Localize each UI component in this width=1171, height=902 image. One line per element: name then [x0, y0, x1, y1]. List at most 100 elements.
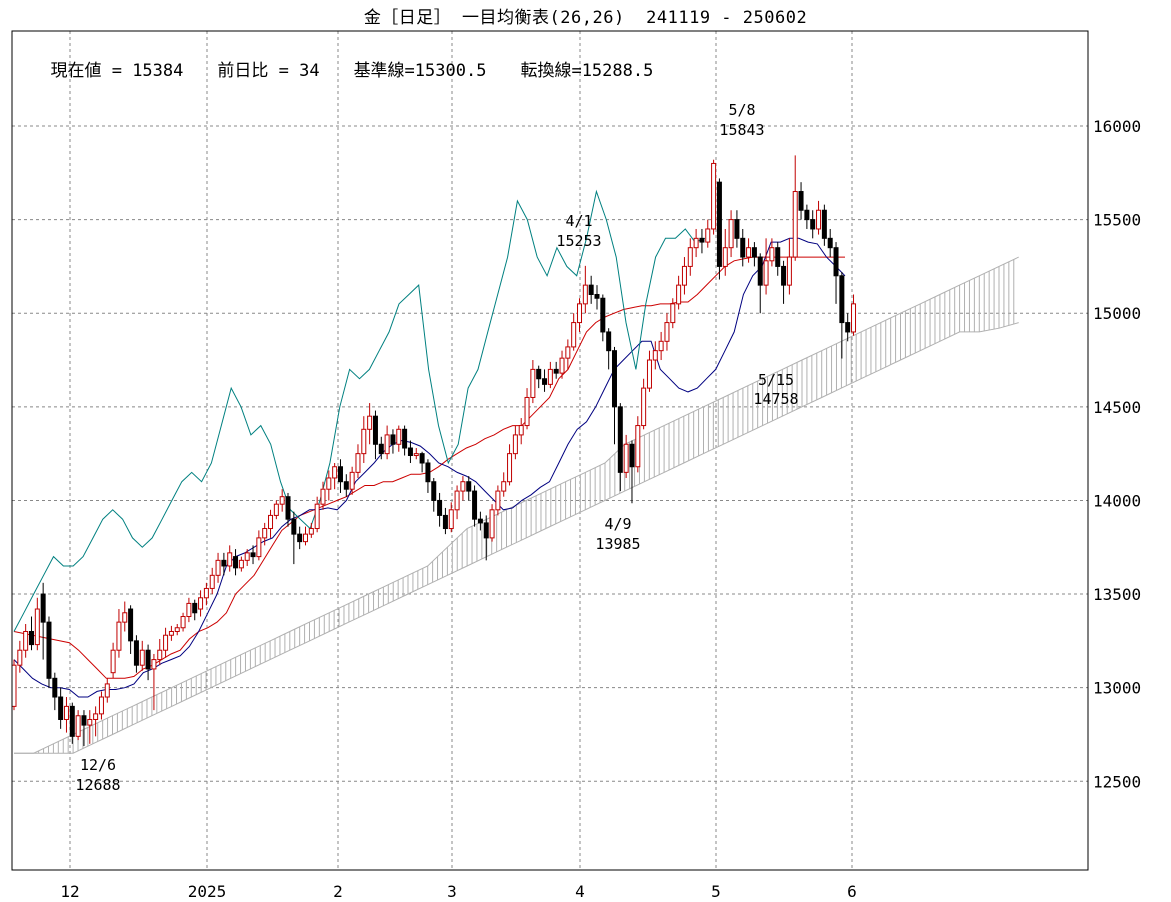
tenkan-value: 転換線=15288.5 [520, 61, 654, 81]
candle-up [763, 260, 769, 286]
candle-up [139, 649, 145, 666]
candle-up [577, 303, 583, 324]
candle-up [664, 322, 670, 342]
candle-up [670, 303, 676, 324]
candle-up [104, 683, 110, 698]
candle-up [93, 713, 99, 720]
candle-up [180, 616, 186, 629]
candle-up [687, 247, 693, 267]
candle-up [728, 219, 734, 249]
x-tick-label: 6 [847, 882, 857, 901]
candle-up [361, 428, 367, 455]
candle-up [448, 509, 454, 530]
candle-up [571, 322, 577, 348]
candle-down [233, 556, 239, 569]
candle-down [477, 518, 483, 524]
candle-down [402, 428, 408, 449]
candle-up [524, 396, 530, 427]
candle-down [600, 297, 606, 333]
change-value: 前日比 = 34 [217, 61, 320, 81]
candle-down [285, 496, 291, 520]
candle-up [303, 533, 308, 543]
candle-up [711, 162, 717, 230]
candle-up [273, 503, 279, 516]
candle-up [174, 627, 180, 632]
candle-down [145, 649, 151, 670]
candle-up [705, 228, 711, 243]
candle-up [75, 715, 81, 737]
candle-up [151, 659, 157, 670]
annotations: 12/6 12688 4/1 15253 4/9 13985 5/8 15843 5/15147… [75, 101, 798, 794]
candle-up [17, 649, 23, 666]
candle-up [168, 630, 174, 636]
candle-down [810, 219, 816, 230]
x-tick-label: 12 [60, 882, 79, 901]
candle-up [349, 471, 355, 490]
candle-up [547, 368, 553, 385]
candle-down [40, 593, 46, 623]
current-price: 現在値 = 15384 [50, 61, 184, 81]
candle-down [751, 247, 757, 258]
candle-up [396, 428, 402, 445]
annotation-date: 12/6 [80, 756, 116, 774]
candle-up [565, 346, 571, 359]
price-info-bar: 現在値 = 15384 前日比 = 34 基準線=15300.5 転換線=15288.… [30, 36, 687, 81]
candle-up [623, 443, 629, 473]
kijun-value: 基準線=15300.5 [353, 61, 487, 81]
candle-up [641, 387, 647, 427]
candle-down [781, 265, 787, 286]
candle-up [676, 284, 682, 305]
annotation-date: 4/1 [565, 212, 592, 230]
candle-up [256, 537, 262, 558]
x-tick-label: 3 [447, 882, 457, 901]
annotation-value: 14758 [753, 390, 798, 408]
kumo-cloud [14, 256, 1019, 754]
candle-up [98, 696, 104, 715]
candle-down [827, 237, 833, 249]
candle-down [407, 447, 413, 457]
candle-up [227, 552, 233, 567]
y-tick-label: 14000 [1093, 491, 1141, 510]
candle-up [786, 256, 792, 286]
candle-up [355, 453, 361, 473]
candle-down [28, 630, 34, 646]
candle-up [559, 357, 565, 374]
candle-down [594, 293, 600, 299]
candle-up [332, 466, 338, 479]
candle-up [495, 490, 501, 511]
x-tick-label: 5 [711, 882, 721, 901]
candle-down [699, 237, 705, 243]
y-tick-label: 13500 [1093, 585, 1141, 604]
candle-down [536, 368, 542, 380]
candle-down [133, 640, 139, 666]
candle-up [652, 350, 658, 361]
candle-up [314, 503, 320, 530]
candle-up [209, 574, 215, 589]
candle-up [518, 425, 524, 436]
candle-up [851, 303, 857, 333]
annotation-date: 5/15 [758, 371, 794, 389]
candle-down [337, 466, 343, 483]
candle-down [629, 443, 635, 468]
candle-up [693, 237, 699, 249]
candle-down [542, 378, 548, 385]
candle-up [769, 247, 775, 262]
candle-down [419, 453, 425, 464]
candle-up [384, 434, 390, 455]
candle-down [192, 602, 198, 614]
candle-down [52, 677, 58, 698]
indicator-lines [13, 189, 846, 698]
candle-down [431, 481, 437, 501]
candle-up [501, 481, 507, 492]
candle-down [297, 533, 303, 543]
y-tick-label: 15000 [1093, 304, 1141, 323]
candle-up [186, 602, 192, 618]
candle-up [203, 587, 209, 599]
candle-down [81, 715, 87, 726]
y-tick-label: 12500 [1093, 772, 1141, 791]
candle-up [507, 453, 513, 483]
candle-down [833, 247, 839, 277]
candle-down [617, 406, 623, 473]
candle-up [34, 608, 40, 646]
candle-up [658, 340, 664, 352]
